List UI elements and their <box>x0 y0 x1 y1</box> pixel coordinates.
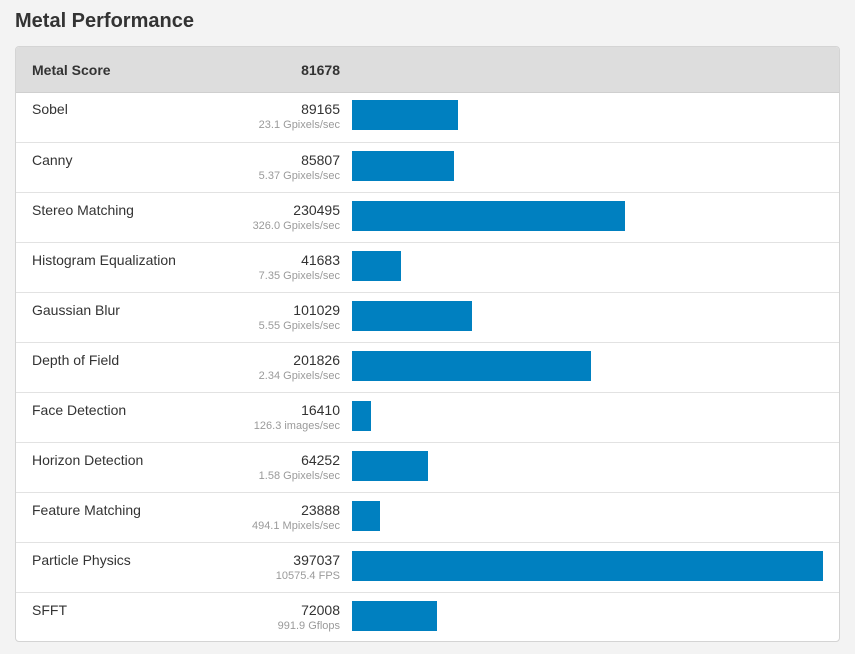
row-name: Histogram Equalization <box>32 252 176 268</box>
row-score: 230495 <box>293 202 340 218</box>
row-rate: 7.35 Gpixels/sec <box>258 270 340 282</box>
row-rate: 2.34 Gpixels/sec <box>258 370 340 382</box>
row-score: 85807 <box>301 152 340 168</box>
table-row: SFFT 72008 991.9 Gflops <box>16 592 839 641</box>
row-rate: 5.55 Gpixels/sec <box>258 320 340 332</box>
table-row: Particle Physics 397037 10575.4 FPS <box>16 542 839 592</box>
row-score: 201826 <box>293 352 340 368</box>
benchmark-table: Metal Score 81678 Sobel 89165 23.1 Gpixels… <box>15 46 840 642</box>
row-rate: 991.9 Gflops <box>277 620 340 632</box>
score-bar <box>352 601 437 631</box>
row-name: Horizon Detection <box>32 452 144 468</box>
row-rate: 126.3 images/sec <box>253 420 340 432</box>
row-score: 101029 <box>293 302 340 318</box>
row-score: 64252 <box>301 452 340 468</box>
score-bar <box>352 551 823 581</box>
row-score: 72008 <box>301 602 340 618</box>
table-row: Depth of Field 201826 2.34 Gpixels/sec <box>16 342 839 392</box>
score-bar <box>352 301 472 331</box>
table-row: Stereo Matching 230495 326.0 Gpixels/sec <box>16 192 839 242</box>
table-row: Face Detection 16410 126.3 images/sec <box>16 392 839 442</box>
row-score: 23888 <box>301 502 340 518</box>
score-bar <box>352 351 591 381</box>
row-name: Feature Matching <box>32 502 141 518</box>
row-name: Stereo Matching <box>32 202 134 218</box>
row-name: Face Detection <box>32 402 127 418</box>
table-row: Feature Matching 23888 494.1 Mpixels/sec <box>16 492 839 542</box>
row-name: Gaussian Blur <box>32 302 120 318</box>
table-row: Canny 85807 5.37 Gpixels/sec <box>16 142 839 192</box>
row-rate: 5.37 Gpixels/sec <box>258 170 340 182</box>
row-rate: 1.58 Gpixels/sec <box>258 470 340 482</box>
score-bar <box>352 201 625 231</box>
score-bar <box>352 100 458 130</box>
row-rate: 494.1 Mpixels/sec <box>251 520 340 532</box>
row-score: 89165 <box>301 101 340 117</box>
row-name: Particle Physics <box>32 552 131 568</box>
table-row: Horizon Detection 64252 1.58 Gpixels/sec <box>16 442 839 492</box>
row-rate: 326.0 Gpixels/sec <box>252 220 340 232</box>
table-row: Gaussian Blur 101029 5.55 Gpixels/sec <box>16 292 839 342</box>
score-bar <box>352 151 454 181</box>
row-rate: 23.1 Gpixels/sec <box>258 119 340 131</box>
score-bar <box>352 451 428 481</box>
row-score: 397037 <box>293 552 340 568</box>
metal-score-value: 81678 <box>301 62 340 78</box>
row-name: SFFT <box>32 602 67 618</box>
row-score: 16410 <box>301 402 340 418</box>
score-bar <box>352 251 401 281</box>
row-name: Depth of Field <box>32 352 120 368</box>
page-title: Metal Performance <box>15 10 194 32</box>
metal-score-header: Metal Score 81678 <box>16 47 839 93</box>
table-row: Histogram Equalization 41683 7.35 Gpixels/… <box>16 242 839 292</box>
score-bar <box>352 401 371 431</box>
row-name: Sobel <box>32 101 68 117</box>
row-score: 41683 <box>301 252 340 268</box>
row-name: Canny <box>32 152 73 168</box>
metal-score-label: Metal Score <box>32 62 111 78</box>
score-bar <box>352 501 380 531</box>
row-rate: 10575.4 FPS <box>275 570 340 582</box>
table-row: Sobel 89165 23.1 Gpixels/sec <box>16 92 839 142</box>
